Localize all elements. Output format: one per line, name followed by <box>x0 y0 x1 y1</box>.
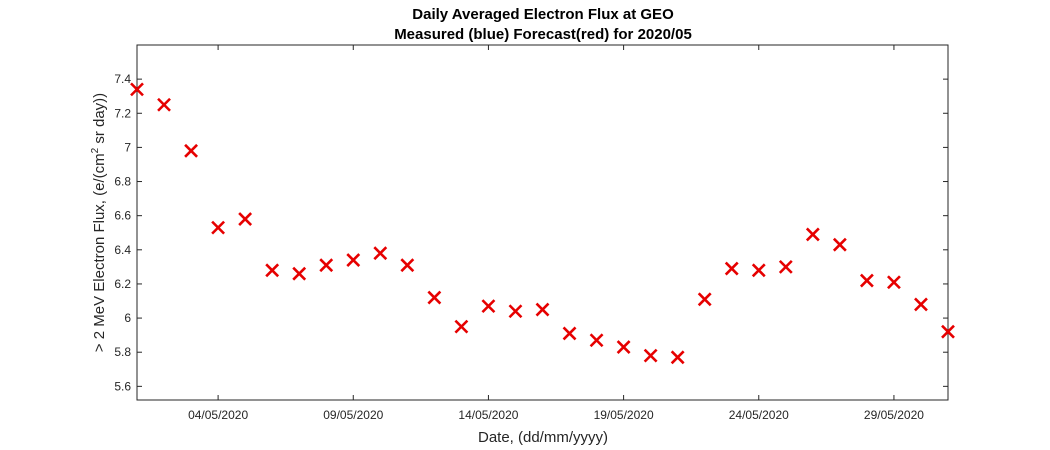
data-point-stroke <box>130 82 144 97</box>
data-point-stroke <box>643 348 658 363</box>
y-axis-label-superscript: 2 <box>90 147 101 153</box>
data-point <box>887 275 901 290</box>
data-series <box>130 82 955 365</box>
data-point-stroke <box>562 326 577 341</box>
data-point <box>832 237 847 252</box>
data-point <box>589 333 604 348</box>
y-tick-label: 6.6 <box>114 209 131 223</box>
data-point <box>643 348 658 363</box>
chart-subtitle: Measured (blue) Forecast(red) for 2020/0… <box>394 26 692 43</box>
data-point <box>211 220 226 235</box>
y-axis-label-prefix: > 2 MeV Electron Flux, (e/(cm <box>91 153 108 352</box>
y-tick-label: 6 <box>124 311 131 325</box>
data-point <box>778 259 793 274</box>
y-tick-label: 5.8 <box>114 345 131 359</box>
x-tick-label: 04/05/2020 <box>188 408 248 422</box>
data-point-stroke <box>941 324 955 339</box>
data-point <box>184 143 198 158</box>
x-axis: 04/05/2020 09/05/2020 14/05/2020 19/05/2020… <box>188 45 924 422</box>
data-point-stroke <box>400 258 415 273</box>
plot-area-frame <box>136 44 949 401</box>
x-tick-label: 09/05/2020 <box>323 408 383 422</box>
data-point <box>481 299 496 314</box>
data-point-stroke <box>616 340 631 355</box>
data-point <box>751 263 766 278</box>
data-point-stroke <box>751 263 766 278</box>
data-point <box>292 266 307 281</box>
data-point <box>859 273 874 288</box>
y-tick-label: 5.6 <box>114 379 131 393</box>
data-point-stroke <box>670 350 685 365</box>
y-tick-label: 6.8 <box>114 175 131 189</box>
data-point-stroke <box>887 275 901 290</box>
y-axis-label-suffix: sr day)) <box>91 93 108 148</box>
data-point-stroke <box>346 253 361 267</box>
data-point-stroke <box>589 333 604 348</box>
data-point-stroke <box>508 304 523 319</box>
data-point <box>265 263 280 278</box>
data-point-stroke <box>211 220 226 235</box>
data-point <box>400 258 415 273</box>
data-point-stroke <box>157 97 171 112</box>
chart-title: Daily Averaged Electron Flux at GEO <box>412 6 674 23</box>
data-point-stroke <box>778 259 793 274</box>
data-point <box>562 326 577 341</box>
data-point <box>535 302 550 317</box>
data-point <box>508 304 523 319</box>
data-point <box>157 97 171 112</box>
data-point-stroke <box>238 212 253 227</box>
data-point-stroke <box>427 290 442 305</box>
data-point <box>319 258 334 273</box>
y-axis: 5.6 5.8 6 6.2 6.4 6.6 6.8 7 7.2 7.4 <box>114 72 948 393</box>
y-tick-label: 6.4 <box>114 243 131 257</box>
data-point-stroke <box>859 273 874 288</box>
data-point <box>238 212 253 227</box>
data-point <box>454 319 469 334</box>
data-point-stroke <box>319 258 334 273</box>
data-point-stroke <box>292 266 307 281</box>
data-point <box>914 297 928 312</box>
data-point-stroke <box>697 292 712 307</box>
data-point <box>941 324 955 339</box>
y-tick-label: 7 <box>124 140 131 154</box>
data-point <box>427 290 442 305</box>
data-point <box>373 246 388 261</box>
y-tick-label: 7.2 <box>114 106 131 120</box>
data-point-stroke <box>265 263 280 278</box>
y-tick-label: 7.4 <box>114 72 131 86</box>
data-point <box>616 340 631 355</box>
data-point <box>724 261 739 276</box>
data-point-stroke <box>373 246 388 261</box>
x-tick-label: 24/05/2020 <box>729 408 789 422</box>
data-point-stroke <box>535 302 550 317</box>
y-axis-label: > 2 MeV Electron Flux, (e/(cm2 sr day)) <box>90 93 108 352</box>
data-point-stroke <box>454 319 469 334</box>
data-point <box>805 227 820 242</box>
data-point-stroke <box>184 143 198 158</box>
x-tick-label: 19/05/2020 <box>594 408 654 422</box>
data-point-stroke <box>724 261 739 276</box>
x-tick-label: 14/05/2020 <box>458 408 518 422</box>
data-point <box>346 253 361 267</box>
data-point-stroke <box>481 299 496 314</box>
data-point-stroke <box>914 297 928 312</box>
data-point <box>670 350 685 365</box>
x-tick-label: 29/05/2020 <box>864 408 924 422</box>
data-point-stroke <box>805 227 820 242</box>
data-point <box>697 292 712 307</box>
x-axis-label: Date, (dd/mm/yyyy) <box>478 429 608 446</box>
y-tick-label: 6.2 <box>114 277 131 291</box>
data-point <box>130 82 144 97</box>
data-point-stroke <box>832 237 847 252</box>
